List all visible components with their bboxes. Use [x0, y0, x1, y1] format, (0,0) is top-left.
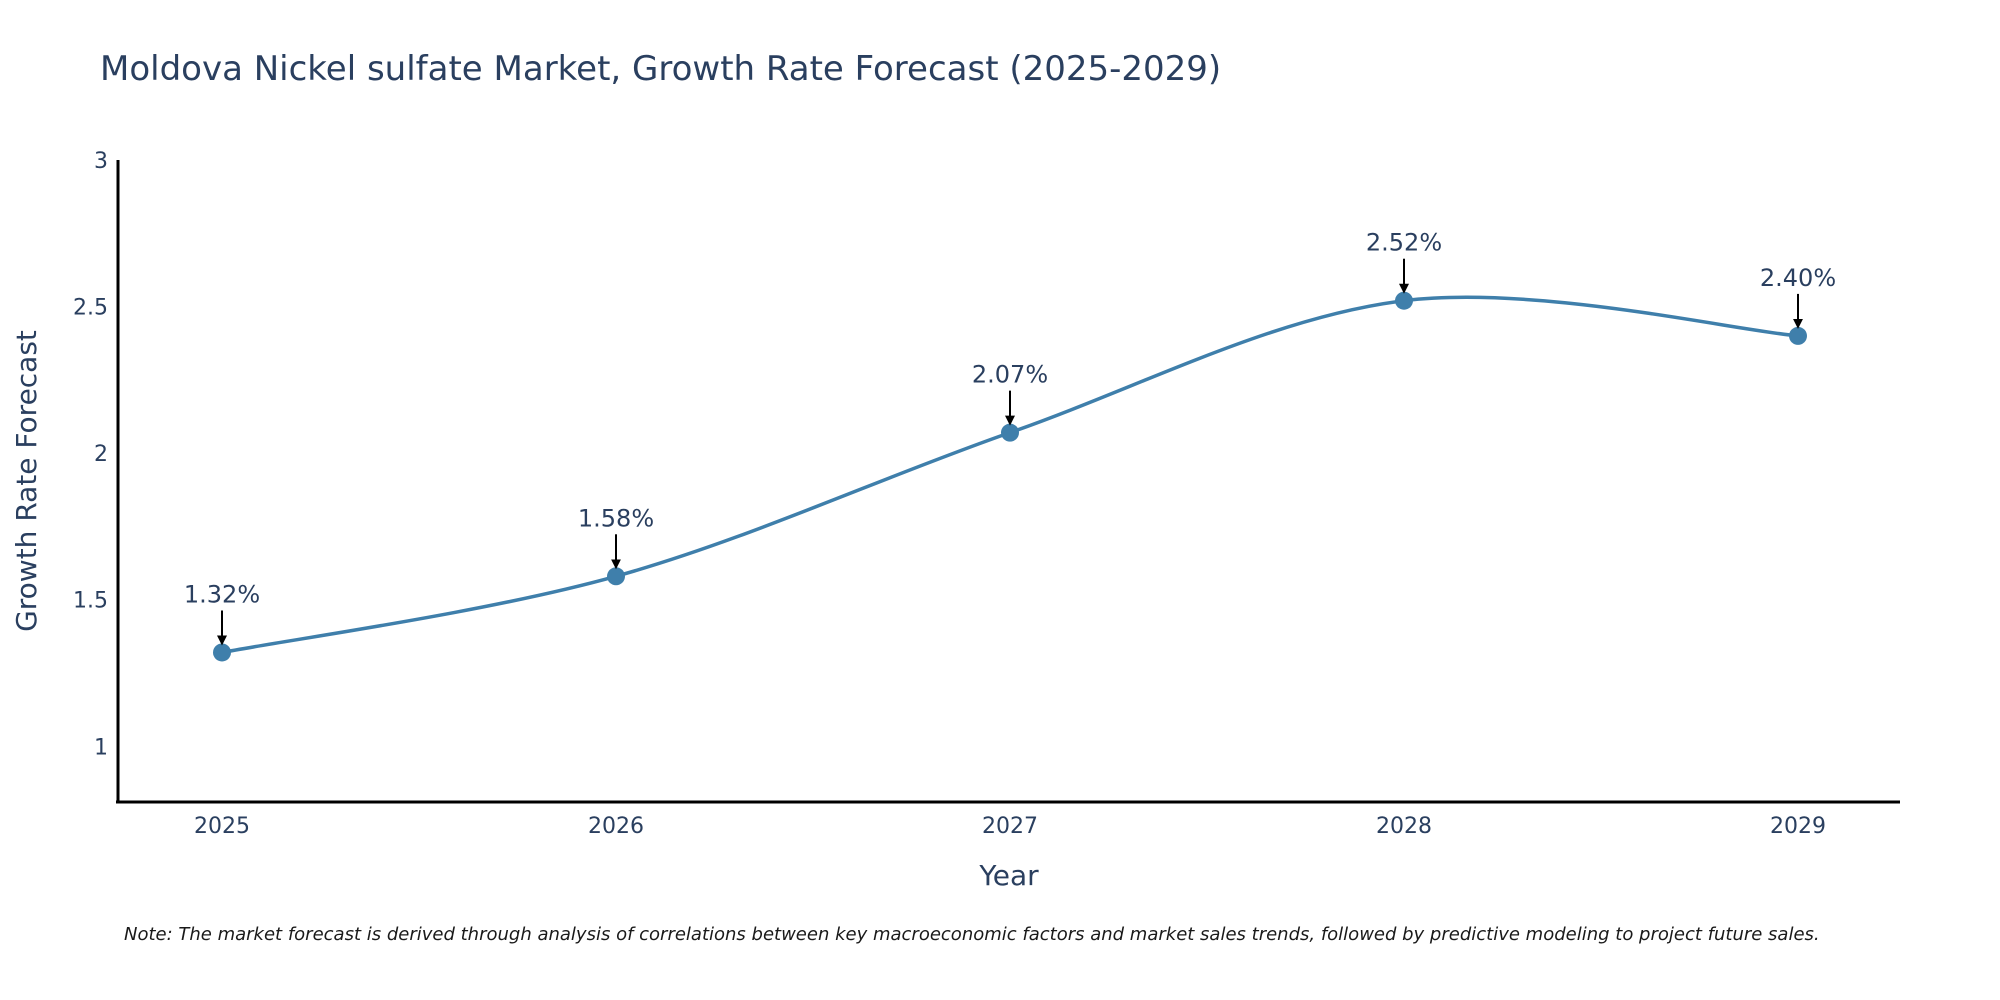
- x-tick-labels: 2025 2026 2027 2028 2029: [194, 814, 1826, 839]
- x-tick-label: 2028: [1376, 814, 1432, 839]
- data-point: [1789, 326, 1807, 345]
- y-tick-label: 2.5: [73, 296, 108, 321]
- data-label: 2.07%: [972, 361, 1048, 389]
- y-tick-label: 1: [94, 735, 108, 760]
- y-axis-title: Growth Rate Forecast: [10, 330, 43, 632]
- x-tick-label: 2025: [194, 814, 250, 839]
- y-tick-label: 2: [94, 442, 108, 467]
- data-point: [1395, 291, 1413, 310]
- data-annotations: 1.32% 1.58% 2.07% 2.52% 2.40%: [184, 229, 1836, 646]
- data-label: 2.40%: [1760, 264, 1836, 292]
- footnote: Note: The market forecast is derived thr…: [124, 924, 1820, 945]
- data-label: 2.52%: [1366, 229, 1442, 257]
- y-tick-label: 1.5: [73, 589, 108, 614]
- axes: [116, 160, 1900, 804]
- y-tick-label: 3: [94, 149, 108, 174]
- data-point: [607, 567, 625, 586]
- chart-title: Moldova Nickel sulfate Market, Growth Ra…: [100, 49, 1221, 89]
- x-tick-label: 2027: [982, 814, 1038, 839]
- data-points: [213, 291, 1807, 662]
- x-tick-label: 2026: [588, 814, 644, 839]
- data-point: [213, 643, 231, 662]
- x-axis-title: Year: [978, 859, 1039, 892]
- y-tick-labels: 1 1.5 2 2.5 3: [73, 149, 108, 760]
- data-point: [1001, 423, 1019, 442]
- data-label: 1.32%: [184, 580, 260, 608]
- data-label: 1.58%: [578, 504, 654, 532]
- series-line-growth-rate: [221, 295, 1799, 655]
- x-tick-label: 2029: [1770, 814, 1826, 839]
